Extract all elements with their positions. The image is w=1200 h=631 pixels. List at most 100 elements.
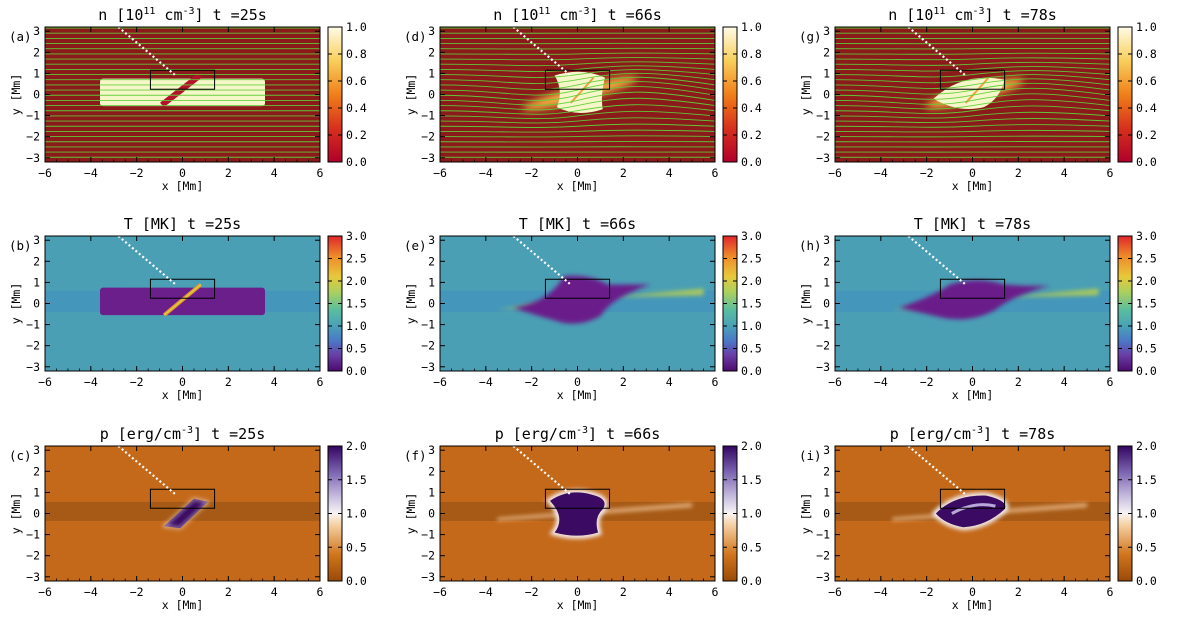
x-tick-label: 4 — [666, 585, 673, 599]
x-tick-label: −6 — [38, 166, 52, 180]
y-tick-label: −3 — [421, 570, 435, 584]
heatmap-image — [835, 27, 1110, 162]
x-tick-label: −2 — [130, 585, 144, 599]
field-line — [440, 47, 715, 50]
x-tick-label: 2 — [225, 585, 232, 599]
x-tick-label: −6 — [433, 166, 447, 180]
hot-streak-right — [1000, 288, 1099, 298]
field-line — [835, 124, 1110, 128]
dotted-slit-line — [117, 235, 177, 286]
colorbar-tick-label: 0.8 — [1136, 47, 1157, 61]
y-tick-label: −1 — [816, 318, 830, 332]
field-line — [440, 57, 715, 61]
field-line — [835, 78, 1110, 89]
colorbar-tick-label: 0.5 — [741, 342, 762, 356]
colorbar: 0.0 0.5 1.0 1.5 2.0 2.5 3.0 — [722, 229, 762, 378]
y-tick-label: −2 — [26, 339, 40, 353]
colorbar: 0.0 0.5 1.0 1.5 2.0 — [722, 439, 762, 588]
region-box — [149, 69, 216, 90]
x-tick-label: −2 — [920, 166, 934, 180]
panel-label: (i) — [799, 448, 822, 463]
field-line — [835, 52, 1110, 55]
y-axis-label: y [Mm] — [9, 283, 23, 325]
field-lines — [835, 27, 1110, 158]
colorbar-tick-label: 0.0 — [1136, 574, 1157, 588]
y-tick-label: 1 — [428, 275, 435, 289]
panel-g: −6 −4 −2 0 2 4 6 −3 −2 −1 0 1 2 3 x [Mm] y [Mm] (g) n [10… — [799, 6, 1157, 193]
colorbar-tick-label: 1.5 — [741, 297, 762, 311]
colorbar-tick-label: 1.0 — [1136, 319, 1157, 333]
heatmap-image — [440, 236, 715, 371]
y-axis-label: y [Mm] — [404, 74, 418, 116]
x-axis-label: x [Mm] — [952, 179, 994, 193]
y-tick-label: −2 — [421, 339, 435, 353]
y-tick-label: 0 — [823, 88, 830, 102]
field-line — [440, 110, 715, 120]
y-tick-label: −3 — [26, 360, 40, 374]
y-axis-label: y [Mm] — [9, 74, 23, 116]
y-tick-label: 2 — [33, 254, 40, 268]
x-tick-label: −2 — [130, 375, 144, 389]
colorbar-gradient — [722, 26, 738, 163]
colorbar-tick-label: 0.8 — [741, 47, 762, 61]
region-box — [544, 278, 611, 299]
y-tick-label: −1 — [26, 528, 40, 542]
colorbar-tick-label: 0.0 — [346, 574, 367, 588]
y-tick-label: −1 — [26, 318, 40, 332]
field-line — [835, 93, 1110, 105]
x-tick-label: 0 — [969, 375, 976, 389]
field-line — [440, 129, 715, 133]
x-tick-label: 6 — [317, 375, 324, 389]
region-box — [939, 488, 1006, 509]
y-tick-label: −3 — [26, 570, 40, 584]
y-tick-label: 3 — [33, 443, 40, 457]
field-line — [835, 111, 1110, 119]
x-tick-label: −4 — [84, 585, 98, 599]
colorbar-tick-label: 2.0 — [346, 439, 367, 453]
colorbar-gradient — [1117, 26, 1133, 163]
colorbar: 0.0 0.5 1.0 1.5 2.0 — [1117, 439, 1157, 588]
colorbar-tick-label: 0.5 — [346, 540, 367, 554]
x-axis-label: x [Mm] — [557, 179, 599, 193]
field-line — [835, 135, 1110, 138]
x-tick-label: −4 — [874, 585, 888, 599]
field-line — [440, 65, 715, 72]
y-tick-label: −3 — [26, 151, 40, 165]
y-tick-label: −1 — [816, 109, 830, 123]
panel-e: −6 −4 −2 0 2 4 6 −3 −2 −1 0 1 2 3 x [Mm] y [Mm] (e) T [MK… — [404, 215, 762, 402]
y-tick-label: 1 — [428, 485, 435, 499]
colorbar-tick-label: 2.0 — [1136, 274, 1157, 288]
x-tick-label: 6 — [1107, 166, 1114, 180]
field-line — [440, 81, 715, 96]
colorbar-tick-label: 1.5 — [346, 297, 367, 311]
region-box — [149, 278, 216, 299]
x-tick-label: 6 — [317, 585, 324, 599]
y-tick-label: 0 — [33, 297, 40, 311]
colorbar-tick-label: 0.8 — [346, 47, 367, 61]
y-tick-label: 2 — [823, 254, 830, 268]
pressure-inner — [951, 503, 996, 515]
colorbar-tick-label: 3.0 — [346, 229, 367, 243]
panel-label: (a) — [9, 29, 32, 44]
colorbar-tick-label: 2.0 — [741, 439, 762, 453]
y-tick-label: −2 — [26, 130, 40, 144]
colorbar-tick-label: 0.4 — [741, 101, 762, 115]
colorbar: 0.0 0.5 1.0 1.5 2.0 — [327, 439, 367, 588]
colorbar: 0.0 0.2 0.4 0.6 0.8 1.0 — [1117, 20, 1157, 169]
x-tick-label: 2 — [1015, 166, 1022, 180]
field-line — [440, 69, 715, 78]
y-tick-label: −2 — [816, 130, 830, 144]
y-tick-label: 0 — [428, 507, 435, 521]
x-tick-label: 0 — [179, 585, 186, 599]
x-tick-label: 4 — [1061, 375, 1068, 389]
x-tick-label: 0 — [179, 375, 186, 389]
panel-title: T [MK] t =25s — [124, 215, 241, 233]
x-tick-label: 4 — [271, 166, 278, 180]
x-tick-label: 2 — [1015, 375, 1022, 389]
y-tick-label: 0 — [823, 507, 830, 521]
hot-core — [163, 283, 202, 316]
y-tick-label: −1 — [421, 318, 435, 332]
field-line — [440, 104, 715, 115]
heatmap-image — [45, 27, 320, 162]
pressure-blob — [550, 492, 605, 536]
